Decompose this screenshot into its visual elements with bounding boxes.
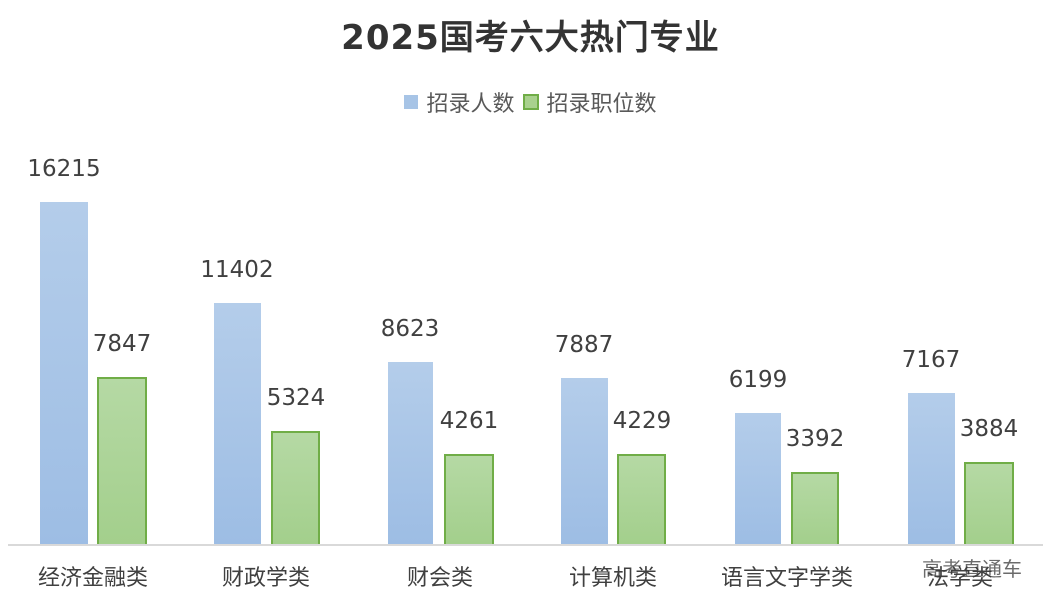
category-label: 财会类 — [406, 566, 473, 591]
watermark: 高考直通车 — [922, 557, 1022, 581]
x-axis-line — [8, 544, 1043, 546]
category-label: 财政学类 — [221, 566, 310, 591]
value-label: 7167 — [901, 347, 961, 373]
bar-recruits — [388, 362, 433, 544]
category-label: 经济金融类 — [37, 566, 148, 591]
bar-positions — [271, 431, 320, 544]
category-label: 计算机类 — [568, 566, 657, 591]
bar-positions — [791, 472, 839, 544]
value-label: 7847 — [92, 331, 152, 357]
legend-swatch-green-icon — [522, 94, 539, 110]
legend-swatch-blue-icon — [404, 95, 419, 109]
bar-recruits — [908, 393, 955, 544]
value-label: 4261 — [439, 408, 499, 434]
bar-recruits — [561, 378, 608, 544]
value-label: 5324 — [266, 385, 326, 411]
bar-positions — [617, 454, 666, 544]
bar-recruits — [735, 413, 781, 544]
bar-positions — [964, 462, 1014, 544]
value-label: 7887 — [554, 332, 614, 358]
value-label: 3884 — [959, 416, 1019, 442]
legend-item-recruits: 招录人数 — [404, 86, 515, 118]
bar-recruits — [214, 303, 261, 544]
legend-item-positions: 招录职位数 — [522, 86, 657, 118]
bar-positions — [444, 454, 494, 544]
bar-positions — [97, 377, 147, 544]
category-label: 语言文字学类 — [720, 566, 853, 591]
legend-label-recruits: 招录人数 — [426, 92, 515, 117]
value-label: 8623 — [380, 316, 440, 342]
value-label: 16215 — [27, 156, 101, 182]
value-label: 4229 — [612, 408, 672, 434]
value-label: 6199 — [728, 367, 788, 393]
chart-title: 2025国考六大热门专业 — [341, 18, 720, 58]
legend-label-positions: 招录职位数 — [546, 92, 657, 117]
value-label: 3392 — [785, 426, 845, 452]
value-label: 11402 — [200, 257, 274, 283]
category-label: 法学类 — [926, 566, 993, 591]
bar-recruits — [40, 202, 88, 544]
legend: 招录人数 招录职位数 — [0, 86, 1061, 118]
